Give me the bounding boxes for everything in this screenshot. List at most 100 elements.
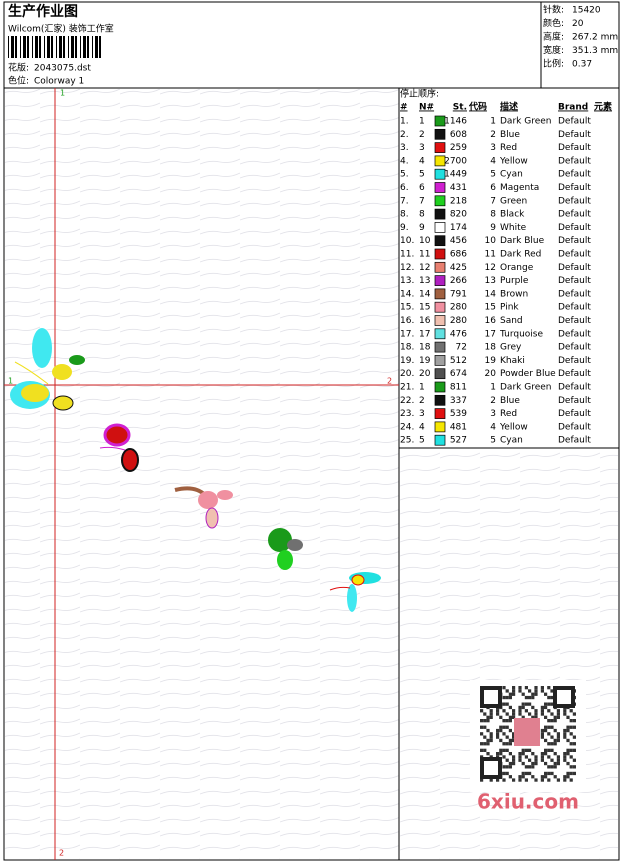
row-number: 10.	[400, 236, 414, 246]
code: 4	[490, 156, 496, 166]
code: 13	[485, 276, 496, 286]
code: 11	[485, 250, 496, 260]
row-number: 6.	[400, 183, 409, 193]
title: 生产作业图	[8, 3, 78, 20]
needle: 4	[419, 422, 425, 432]
stitches: 476	[450, 329, 467, 339]
color-swatch	[434, 315, 446, 326]
label: 色位:	[8, 75, 29, 87]
brand: Default	[558, 436, 591, 446]
brand: Default	[558, 422, 591, 432]
row-number: 21.	[400, 383, 414, 393]
stitches: 259	[450, 143, 467, 153]
color-swatch	[434, 115, 446, 127]
description: Cyan	[500, 170, 523, 180]
needle: 2	[419, 396, 425, 406]
color-swatch	[434, 434, 446, 446]
needle: 1	[419, 117, 425, 127]
color-swatch	[434, 341, 446, 353]
color-swatch	[434, 261, 446, 273]
watermark: 6xiu.com	[477, 790, 579, 814]
needle: 10	[419, 236, 431, 246]
description: Blue	[500, 396, 520, 406]
color-swatch	[434, 182, 446, 193]
color-swatch	[434, 235, 446, 247]
color-swatch	[434, 408, 446, 419]
barcode	[8, 36, 101, 58]
brand: Default	[558, 223, 591, 233]
code: 9	[490, 223, 496, 233]
brand: Default	[558, 369, 591, 379]
stitches: 431	[450, 183, 467, 193]
butterfly	[10, 328, 85, 411]
design: 2043075.dst	[34, 64, 91, 74]
row-number: 7.	[400, 196, 409, 206]
stitches: 539	[450, 409, 467, 419]
row-number: 11.	[400, 250, 414, 260]
color-swatch	[434, 301, 446, 313]
marker: 1	[60, 89, 65, 98]
description: Purple	[500, 276, 529, 286]
description: Dark Blue	[500, 236, 545, 246]
description: Dark Green	[500, 117, 551, 127]
brand: Default	[558, 409, 591, 419]
needle: 4	[419, 156, 425, 166]
brand: Default	[558, 250, 591, 260]
color-swatch	[434, 275, 446, 286]
description: Cyan	[500, 436, 523, 446]
stitches: 174	[450, 223, 467, 233]
brand: Default	[558, 236, 591, 246]
stitches: 2700	[444, 156, 467, 166]
description: Red	[500, 409, 517, 419]
colorway: Colorway 1	[34, 77, 84, 87]
code: 12	[485, 263, 496, 273]
needle: 12	[419, 263, 430, 273]
brand: Default	[558, 170, 591, 180]
brand: Default	[558, 196, 591, 206]
description: Magenta	[500, 183, 539, 193]
needle: 18	[419, 343, 431, 353]
row-number: 15.	[400, 303, 414, 313]
column-header: St.	[453, 103, 467, 113]
brand: Default	[558, 289, 591, 299]
stitches: 425	[450, 263, 467, 273]
column-header: Brand	[558, 103, 588, 113]
code: 5	[490, 170, 496, 180]
stitches: 512	[450, 356, 467, 366]
needle: 13	[419, 276, 430, 286]
code: 15	[485, 303, 496, 313]
table-title: 停止顺序:	[400, 88, 439, 100]
needle: 9	[419, 223, 425, 233]
code: 16	[485, 316, 497, 326]
row-number: 24.	[400, 422, 414, 432]
code: 1	[490, 117, 496, 127]
stitches: 280	[450, 316, 467, 326]
needle: 11	[419, 250, 430, 260]
color-swatch	[434, 288, 446, 300]
row-number: 19.	[400, 356, 414, 366]
column-header: 元素	[594, 101, 612, 113]
row-number: 20.	[400, 369, 414, 379]
stitches: 791	[450, 289, 467, 299]
stitches: 218	[450, 196, 467, 206]
needle: 16	[419, 316, 431, 326]
description: Green	[500, 196, 527, 206]
row-number: 4.	[400, 156, 409, 166]
needle: 5	[419, 436, 425, 446]
description: Orange	[500, 263, 534, 273]
design-area	[5, 89, 399, 859]
needle: 19	[419, 356, 431, 366]
row-number: 18.	[400, 343, 414, 353]
brand: Default	[558, 263, 591, 273]
code: 6	[490, 183, 496, 193]
brand: Default	[558, 183, 591, 193]
stitches: 337	[450, 396, 467, 406]
code: 3	[490, 409, 496, 419]
row-number: 5.	[400, 170, 409, 180]
stitches: 608	[450, 130, 467, 140]
stitches: 266	[450, 276, 467, 286]
description: Pink	[500, 303, 519, 313]
stitches: 811	[450, 383, 467, 393]
